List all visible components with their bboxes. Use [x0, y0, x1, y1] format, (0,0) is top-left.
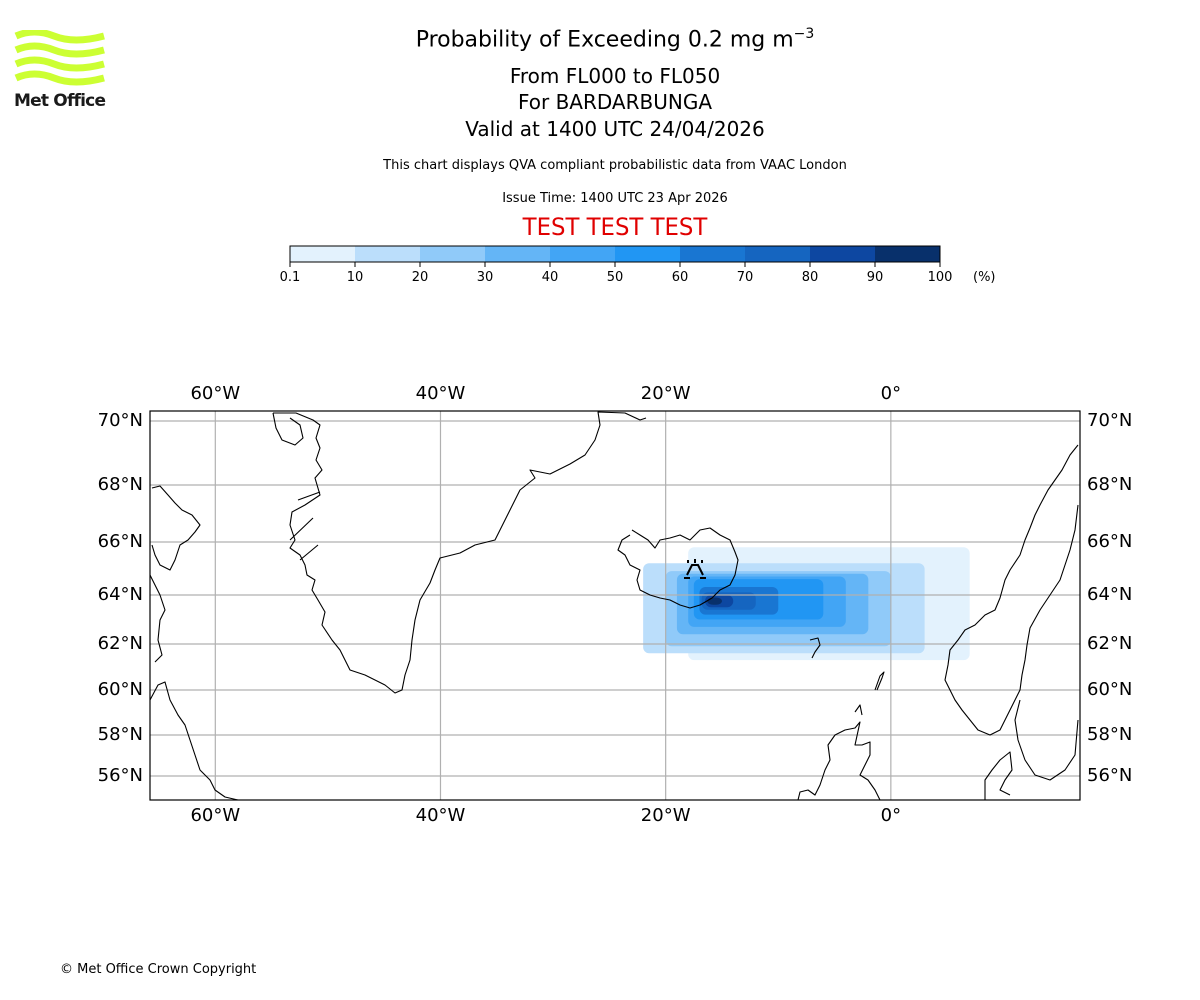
- lat-label-left: 58°N: [97, 724, 143, 745]
- lat-label-left: 70°N: [97, 410, 143, 431]
- title-superscript: −3: [793, 26, 815, 42]
- chart-note: This chart displays QVA compliant probab…: [383, 158, 847, 173]
- coastline-norway: [944, 444, 1079, 736]
- colorbar-tick-label: 60: [671, 270, 689, 285]
- lon-label-bottom: 60°W: [190, 805, 241, 826]
- coastline-baffin: [151, 485, 201, 571]
- coastline-greenland-north: [272, 412, 304, 446]
- valid-time: Valid at 1400 UTC 24/04/2026: [465, 117, 765, 141]
- lat-label-right: 58°N: [1087, 724, 1133, 745]
- gridlines: [150, 411, 1080, 800]
- colorbar-segment: [355, 246, 421, 262]
- map-frame: [149, 410, 1081, 801]
- coastline-labrador-south: [149, 681, 239, 801]
- lat-label-left: 60°N: [97, 679, 143, 700]
- title-text: Probability of Exceeding 0.2 mg m: [415, 27, 794, 53]
- coastline-labrador: [149, 574, 166, 663]
- coastline-greenland-fjord3: [299, 544, 319, 561]
- colorbar-tick-label: 10: [346, 270, 364, 285]
- lat-label-left: 56°N: [97, 765, 143, 786]
- lon-label-bottom: 40°W: [415, 805, 466, 826]
- lat-label-right: 68°N: [1087, 474, 1133, 495]
- chart-title: Probability of Exceeding 0.2 mg m−3: [0, 26, 1200, 52]
- colorbar-segment: [485, 246, 551, 262]
- lat-label-left: 66°N: [97, 531, 143, 552]
- test-banner: TEST TEST TEST: [522, 213, 708, 241]
- colorbar-segment: [420, 246, 486, 262]
- lon-label-top: 0°: [880, 383, 902, 404]
- lat-label-right: 64°N: [1087, 584, 1133, 605]
- coastline-greenland: [273, 411, 647, 694]
- flight-level-range: From FL000 to FL050: [509, 64, 721, 88]
- colorbar-tick-label: 0.1: [279, 270, 301, 285]
- coastlines: [149, 411, 1079, 801]
- colorbar-segment: [290, 246, 356, 262]
- lon-label-top: 20°W: [640, 383, 691, 404]
- lat-label-right: 70°N: [1087, 410, 1133, 431]
- colorbar-segment: [680, 246, 746, 262]
- colorbar-tick-label: 20: [411, 270, 429, 285]
- coastline-greenland-fjord2: [297, 491, 321, 501]
- colorbar-tick-label: 30: [476, 270, 494, 285]
- issue-time: Issue Time: 1400 UTC 23 Apr 2026: [502, 191, 728, 206]
- lon-label-bottom: 0°: [880, 805, 902, 826]
- colorbar-segment: [745, 246, 811, 262]
- lat-label-right: 60°N: [1087, 679, 1133, 700]
- colorbar-segment: [550, 246, 616, 262]
- colorbar-unit: (%): [973, 270, 996, 285]
- lon-label-top: 60°W: [190, 383, 241, 404]
- lat-label-right: 56°N: [1087, 765, 1133, 786]
- volcano-icon: [684, 559, 706, 579]
- coastline-orkney: [854, 704, 863, 716]
- copyright: © Met Office Crown Copyright: [60, 962, 257, 977]
- colorbar-tick-label: 90: [866, 270, 884, 285]
- coastline-uk: [797, 721, 881, 801]
- colorbar-segment: [615, 246, 681, 262]
- plume-level-9: [707, 597, 722, 605]
- colorbar-tick-label: 80: [801, 270, 819, 285]
- colorbar-tick-label: 100: [927, 270, 953, 285]
- volcano-name: For BARDARBUNGA: [517, 90, 713, 114]
- colorbar-segment: [875, 246, 941, 262]
- colorbar: [289, 245, 941, 267]
- lat-label-left: 64°N: [97, 584, 143, 605]
- logo-text: Met Office: [14, 91, 106, 111]
- coastline-denmark: [984, 751, 1013, 800]
- lat-label-left: 68°N: [97, 474, 143, 495]
- lon-label-top: 40°W: [415, 383, 466, 404]
- colorbar-tick-label: 40: [541, 270, 559, 285]
- met-office-waves-icon: [14, 28, 105, 86]
- coastline-iceland: [617, 527, 739, 609]
- lat-label-left: 62°N: [97, 633, 143, 654]
- coastline-shetland: [874, 671, 885, 691]
- ash-plume: [643, 547, 970, 661]
- colorbar-segment: [810, 246, 876, 262]
- colorbar-tick-label: 70: [736, 270, 754, 285]
- coastline-faroe: [809, 637, 821, 659]
- lat-label-right: 62°N: [1087, 633, 1133, 654]
- lat-label-right: 66°N: [1087, 531, 1133, 552]
- lon-label-bottom: 20°W: [640, 805, 691, 826]
- coastline-sweden: [1014, 699, 1079, 781]
- met-office-logo: [14, 28, 106, 110]
- coastline-greenland-fjord: [289, 517, 314, 541]
- colorbar-tick-label: 50: [606, 270, 624, 285]
